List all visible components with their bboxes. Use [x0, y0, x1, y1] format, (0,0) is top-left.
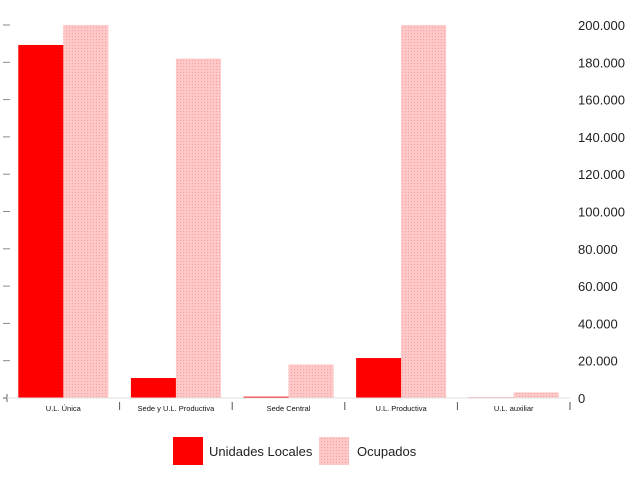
category-label: U.L. auxiliar	[494, 404, 534, 413]
bars	[18, 25, 559, 399]
bar-ocupados	[288, 364, 334, 398]
bar-ocupados	[513, 392, 559, 398]
legend: Unidades Locales Ocupados	[173, 437, 417, 465]
category-label: U.L. Única	[46, 404, 82, 413]
y-tick-label: 140.000	[578, 130, 625, 145]
bar-ocupados	[63, 25, 109, 398]
bar-unidades-locales	[356, 358, 402, 398]
bar-unidades-locales	[18, 44, 64, 398]
y-tick-label: 80.000	[578, 242, 618, 257]
legend-swatch-unidades-locales	[173, 437, 203, 465]
axes	[3, 24, 571, 410]
y-tick-label: 180.000	[578, 55, 625, 70]
bar-unidades-locales	[243, 396, 289, 398]
y-tick-label: 120.000	[578, 167, 625, 182]
y-tick-label: 100.000	[578, 205, 625, 220]
y-tick-label: 20.000	[578, 354, 618, 369]
y-tick-label: 160.000	[578, 93, 625, 108]
y-tick-label: 40.000	[578, 316, 618, 331]
y-tick-label: 200.000	[578, 18, 625, 33]
category-label: Sede Central	[267, 404, 311, 413]
labels: 0 20.000 40.000 60.000 80.000 100.000 120.000 1…	[46, 18, 625, 413]
category-label: Sede y U.L. Productiva	[138, 404, 216, 413]
bar-unidades-locales	[130, 378, 176, 398]
category-label: U.L. Productiva	[375, 404, 427, 413]
legend-label-ocupados: Ocupados	[357, 444, 417, 459]
legend-swatch-ocupados	[319, 437, 349, 465]
bar-ocupados	[175, 58, 221, 398]
bar-ocupados	[401, 25, 447, 398]
legend-label-unidades-locales: Unidades Locales	[209, 444, 313, 459]
y-tick-label: 0	[578, 391, 585, 406]
y-tick-label: 60.000	[578, 279, 618, 294]
